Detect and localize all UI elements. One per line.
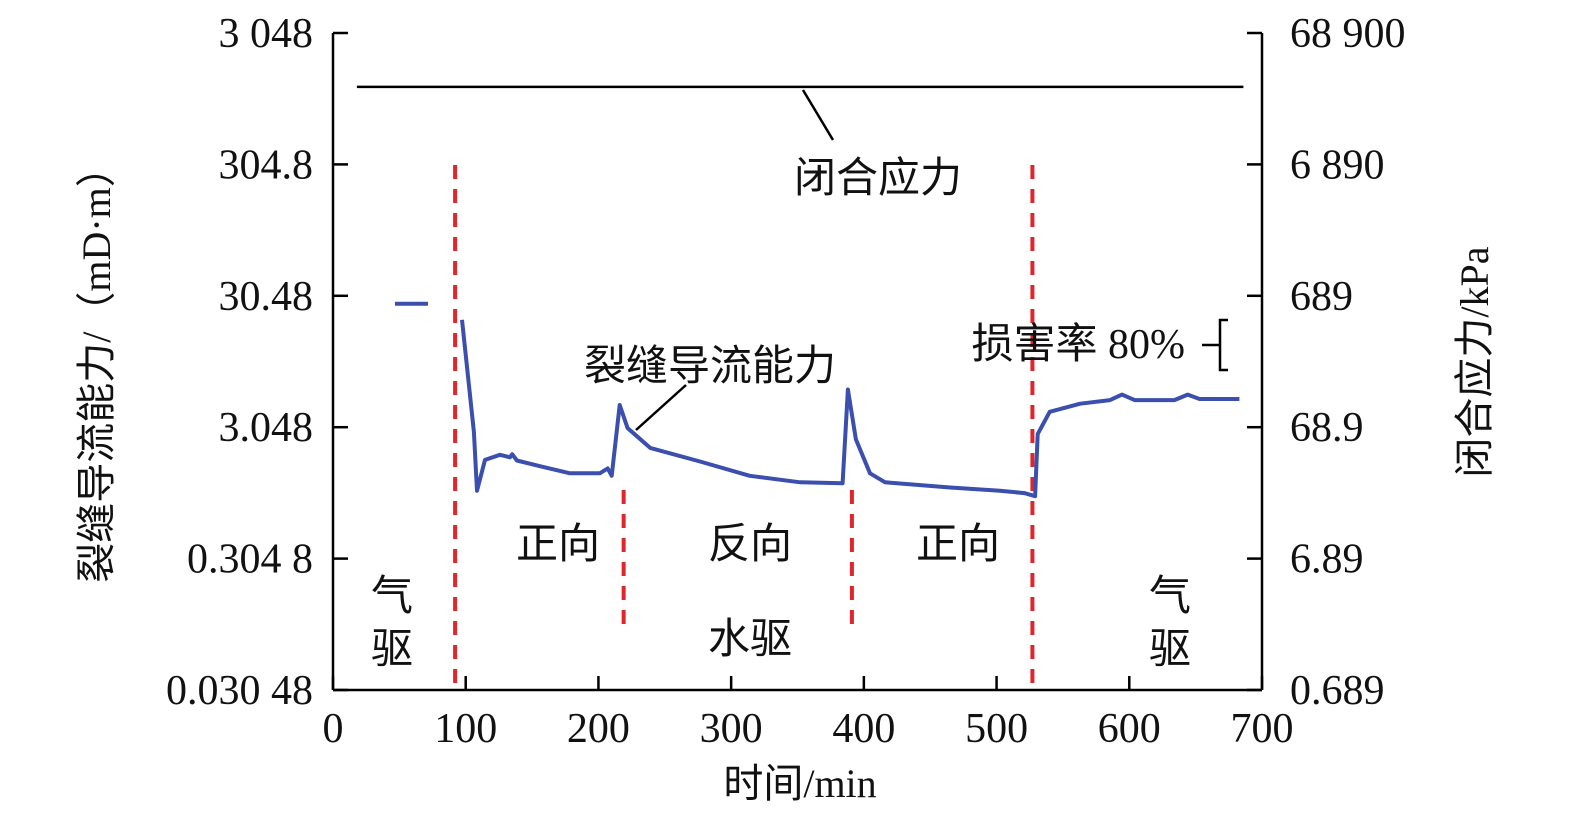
phase-gas-drive-2b: 驱: [1149, 627, 1191, 673]
x-tick-label: 300: [700, 706, 763, 752]
x-tick-label: 600: [1098, 706, 1161, 752]
phase-gas-drive-2a: 气: [1149, 574, 1191, 620]
x-tick-label: 700: [1231, 706, 1294, 752]
y-left-tick-label: 304.8: [219, 142, 314, 188]
conductivity-line: [460, 319, 1240, 499]
y-right-tick-label: 0.689: [1290, 668, 1385, 714]
y-right-tick-label: 68.9: [1290, 405, 1364, 451]
damage-bracket: [1202, 318, 1228, 372]
y-right-tick-label: 6 890: [1290, 142, 1385, 188]
chart-marks: [356, 85, 1244, 690]
y-right-tick-label: 68 900: [1290, 11, 1406, 57]
closure-stress-leader: [801, 89, 835, 141]
y-right-axis-label: 闭合应力/kPa: [1452, 246, 1497, 477]
x-tick-label: 500: [965, 706, 1028, 752]
annotation-closure-stress: 闭合应力: [794, 155, 962, 202]
x-tick-label: 400: [832, 706, 895, 752]
y-right-tick-label: 689: [1290, 274, 1353, 320]
y-left-tick-label: 3 048: [219, 11, 314, 57]
x-tick-label: 200: [567, 706, 630, 752]
x-axis-label: 时间/min: [723, 761, 876, 806]
annotation-conductivity: 裂缝导流能力: [584, 344, 836, 390]
y-left-tick-label: 3.048: [219, 405, 314, 451]
axes: 0 100 200 300 400 500 600 700 3 048 304.8 30.48 3.0…: [166, 11, 1406, 752]
conductivity-leader: [635, 384, 687, 431]
phase-gas-drive-1b: 驱: [371, 627, 413, 673]
annotation-damage: 损害率 80%: [972, 321, 1186, 368]
phase-forward-2: 正向: [916, 522, 1000, 568]
phase-reverse: 反向: [708, 522, 792, 568]
y-left-tick-label: 0.304 8: [187, 537, 313, 583]
chart-labels: 时间/min 裂缝导流能力/（mD·m） 闭合应力/kPa 闭合应力 裂缝导流能…: [74, 89, 1497, 806]
phase-water-drive: 水驱: [708, 617, 792, 663]
phase-gas-drive-1a: 气: [371, 574, 413, 620]
x-tick-label: 100: [434, 706, 497, 752]
y-left-axis-label: 裂缝导流能力/（mD·m）: [74, 147, 119, 583]
x-tick-label: 0: [323, 706, 344, 752]
y-left-tick-label: 0.030 48: [166, 668, 313, 714]
y-right-tick-label: 6.89: [1290, 537, 1364, 583]
y-left-tick-label: 30.48: [219, 274, 314, 320]
phase-forward-1: 正向: [516, 522, 600, 568]
